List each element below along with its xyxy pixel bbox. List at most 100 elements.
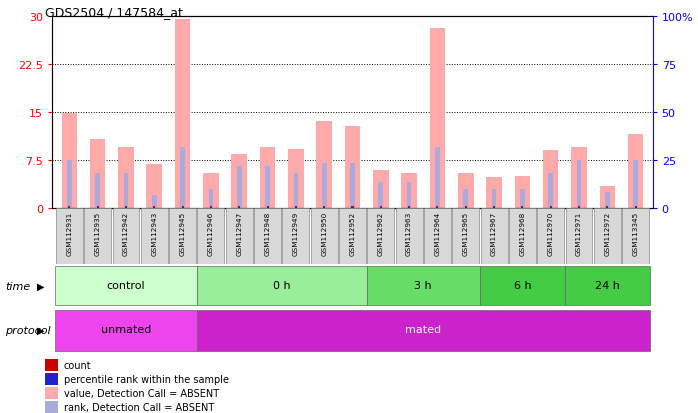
Bar [283, 209, 309, 264]
Text: protocol: protocol [5, 325, 50, 335]
Bar [68, 206, 70, 209]
Text: GSM112945: GSM112945 [179, 211, 186, 256]
Bar [487, 178, 502, 209]
Bar [543, 151, 558, 209]
Bar [549, 173, 553, 209]
Bar [594, 209, 621, 264]
Bar [209, 189, 214, 209]
Bar [118, 148, 134, 209]
Bar [56, 209, 83, 264]
Bar [147, 165, 162, 209]
Bar [197, 266, 366, 306]
Text: 3 h: 3 h [415, 280, 432, 290]
Bar [565, 209, 593, 264]
Text: 24 h: 24 h [595, 280, 620, 290]
Text: GSM112952: GSM112952 [350, 211, 355, 256]
Bar [578, 206, 580, 209]
Bar [396, 209, 422, 264]
Text: GSM112931: GSM112931 [66, 211, 73, 256]
Bar [96, 173, 100, 209]
Bar [373, 170, 389, 209]
Bar [169, 209, 196, 264]
Bar [605, 192, 609, 209]
Bar [407, 183, 411, 209]
Bar [514, 177, 530, 209]
Bar [84, 209, 111, 264]
Bar [254, 209, 281, 264]
Bar [237, 167, 242, 209]
Text: GSM112946: GSM112946 [208, 211, 214, 256]
Bar [367, 209, 394, 264]
Bar [61, 114, 77, 209]
Text: GSM112962: GSM112962 [378, 211, 384, 256]
Bar [294, 173, 298, 209]
Bar [225, 209, 253, 264]
Bar [607, 206, 609, 209]
Bar [339, 209, 366, 264]
Text: GSM112964: GSM112964 [434, 211, 440, 256]
Bar [152, 196, 156, 209]
Bar [577, 161, 581, 209]
Bar [55, 310, 197, 351]
Bar [267, 206, 269, 209]
Text: mated: mated [406, 325, 441, 335]
Bar [345, 127, 360, 209]
Bar [380, 206, 382, 209]
Bar [124, 173, 128, 209]
Bar [491, 189, 496, 209]
Text: GSM112967: GSM112967 [491, 211, 497, 256]
Bar [622, 209, 649, 264]
Bar [295, 206, 297, 209]
Text: GSM112943: GSM112943 [151, 211, 157, 256]
Bar [316, 122, 332, 209]
Text: value, Detection Call = ABSENT: value, Detection Call = ABSENT [64, 388, 218, 398]
Bar [435, 148, 440, 209]
Bar [628, 135, 644, 209]
Bar [366, 266, 480, 306]
Text: control: control [107, 280, 145, 290]
Text: 6 h: 6 h [514, 280, 531, 290]
Bar [430, 29, 445, 209]
Bar [537, 209, 564, 264]
Bar [520, 189, 525, 209]
Text: GSM112942: GSM112942 [123, 211, 129, 256]
Bar [288, 150, 304, 209]
Bar [481, 209, 507, 264]
Bar [463, 189, 468, 209]
Bar [565, 266, 650, 306]
Bar [424, 209, 451, 264]
Bar [436, 206, 438, 209]
Bar [378, 183, 383, 209]
Bar [180, 148, 185, 209]
Bar [112, 209, 140, 264]
Bar [465, 206, 467, 209]
Text: percentile rank within the sample: percentile rank within the sample [64, 374, 228, 384]
Bar [452, 209, 480, 264]
Text: GSM112949: GSM112949 [293, 211, 299, 256]
Text: GSM112970: GSM112970 [548, 211, 554, 256]
Text: GDS2504 / 147584_at: GDS2504 / 147584_at [45, 6, 184, 19]
Text: count: count [64, 360, 91, 370]
Bar [67, 161, 72, 209]
Bar [181, 206, 184, 209]
Text: GSM112965: GSM112965 [463, 211, 469, 256]
Text: rank, Detection Call = ABSENT: rank, Detection Call = ABSENT [64, 402, 214, 412]
Bar [633, 161, 638, 209]
Bar [493, 206, 495, 209]
Bar [571, 148, 587, 209]
Bar [408, 206, 410, 209]
Bar [260, 148, 275, 209]
Bar [174, 20, 191, 209]
Bar [401, 173, 417, 209]
Bar [55, 266, 197, 306]
Bar [141, 209, 168, 264]
Text: time: time [5, 281, 30, 291]
Bar [265, 167, 270, 209]
Bar [550, 206, 551, 209]
Bar [154, 206, 155, 209]
Text: GSM112971: GSM112971 [576, 211, 582, 256]
Bar [600, 186, 615, 209]
Text: ▶: ▶ [37, 325, 45, 335]
Bar [238, 206, 240, 209]
Text: GSM112963: GSM112963 [406, 211, 412, 256]
